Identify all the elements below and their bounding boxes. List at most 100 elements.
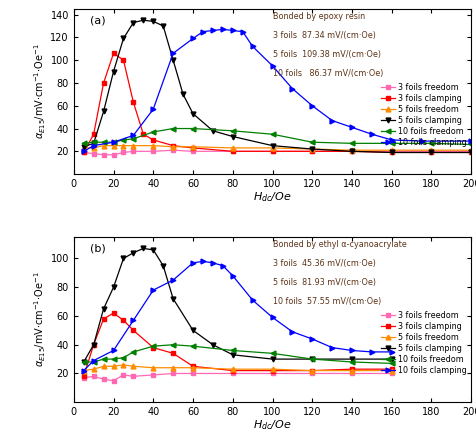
Line: 10 foils clamping: 10 foils clamping bbox=[81, 27, 474, 154]
3 foils clamping bbox=[120, 57, 126, 63]
5 foils clamping bbox=[81, 144, 87, 149]
3 foils clamping bbox=[110, 310, 117, 316]
10 foils clamping bbox=[389, 349, 395, 354]
3 foils freedom bbox=[190, 149, 196, 154]
3 foils freedom bbox=[81, 150, 87, 155]
10 foils clamping bbox=[190, 36, 196, 41]
5 foils freedom bbox=[170, 365, 176, 370]
3 foils clamping bbox=[81, 373, 87, 379]
3 foils clamping bbox=[91, 132, 97, 137]
3 foils freedom bbox=[349, 149, 355, 154]
5 foils freedom bbox=[101, 364, 107, 369]
Text: 3 foils  45.36 mV/(cm·Oe): 3 foils 45.36 mV/(cm·Oe) bbox=[272, 259, 376, 268]
10 foils clamping bbox=[230, 273, 236, 278]
3 foils freedom bbox=[468, 149, 474, 154]
10 foils freedom bbox=[190, 343, 196, 349]
Legend: 3 foils freedom, 3 foils clamping, 5 foils freedom, 5 foils clamping, 10 foils f: 3 foils freedom, 3 foils clamping, 5 foi… bbox=[381, 83, 467, 147]
3 foils clamping bbox=[120, 318, 126, 323]
Line: 10 foils freedom: 10 foils freedom bbox=[81, 126, 474, 147]
10 foils clamping bbox=[369, 132, 375, 137]
10 foils clamping bbox=[309, 103, 315, 108]
Line: 5 foils freedom: 5 foils freedom bbox=[81, 143, 474, 152]
10 foils freedom bbox=[91, 140, 97, 145]
5 foils clamping bbox=[91, 141, 97, 146]
3 foils clamping bbox=[230, 149, 236, 154]
Legend: 3 foils freedom, 3 foils clamping, 5 foils freedom, 5 foils clamping, 10 foils f: 3 foils freedom, 3 foils clamping, 5 foi… bbox=[381, 311, 467, 375]
10 foils clamping bbox=[309, 336, 315, 342]
Line: 3 foils freedom: 3 foils freedom bbox=[81, 371, 394, 383]
5 foils clamping bbox=[130, 20, 136, 25]
Text: 3 foils  87.34 mV/(cm·Oe): 3 foils 87.34 mV/(cm·Oe) bbox=[272, 31, 376, 40]
Line: 3 foils clamping: 3 foils clamping bbox=[81, 311, 394, 379]
3 foils freedom bbox=[110, 378, 117, 383]
3 foils freedom bbox=[101, 152, 107, 157]
3 foils clamping bbox=[428, 150, 434, 155]
3 foils clamping bbox=[130, 328, 136, 333]
10 foils freedom bbox=[389, 141, 395, 146]
10 foils clamping bbox=[210, 260, 216, 266]
5 foils freedom bbox=[468, 148, 474, 153]
5 foils freedom bbox=[101, 143, 107, 148]
10 foils clamping bbox=[150, 287, 156, 293]
10 foils freedom bbox=[349, 141, 355, 146]
Y-axis label: $\alpha_{E15}$/mV$\cdot$cm$^{-1}$$\cdot$Oe$^{-1}$: $\alpha_{E15}$/mV$\cdot$cm$^{-1}$$\cdot$… bbox=[32, 272, 48, 367]
10 foils clamping bbox=[190, 260, 196, 266]
10 foils freedom bbox=[130, 136, 136, 141]
3 foils clamping bbox=[190, 364, 196, 369]
5 foils clamping bbox=[150, 247, 156, 252]
5 foils clamping bbox=[140, 18, 146, 23]
5 foils clamping bbox=[269, 356, 275, 362]
5 foils freedom bbox=[81, 368, 87, 373]
5 foils clamping bbox=[170, 57, 176, 63]
3 foils freedom bbox=[91, 373, 97, 379]
Text: 5 foils  81.93 mV/(cm·Oe): 5 foils 81.93 mV/(cm·Oe) bbox=[272, 278, 376, 287]
5 foils clamping bbox=[309, 146, 315, 152]
3 foils clamping bbox=[230, 368, 236, 373]
3 foils clamping bbox=[150, 137, 156, 143]
3 foils clamping bbox=[170, 351, 176, 356]
5 foils clamping bbox=[349, 356, 355, 362]
10 foils freedom bbox=[150, 343, 156, 349]
10 foils clamping bbox=[110, 348, 117, 353]
10 foils clamping bbox=[250, 297, 256, 303]
10 foils clamping bbox=[269, 315, 275, 320]
5 foils freedom bbox=[230, 366, 236, 372]
5 foils freedom bbox=[349, 148, 355, 153]
3 foils freedom bbox=[389, 371, 395, 376]
10 foils clamping bbox=[269, 63, 275, 69]
3 foils freedom bbox=[190, 371, 196, 376]
10 foils clamping bbox=[91, 358, 97, 363]
3 foils freedom bbox=[91, 151, 97, 156]
10 foils freedom bbox=[349, 359, 355, 365]
5 foils freedom bbox=[389, 148, 395, 153]
3 foils clamping bbox=[170, 143, 176, 148]
3 foils clamping bbox=[468, 150, 474, 155]
Line: 3 foils freedom: 3 foils freedom bbox=[81, 148, 474, 157]
3 foils freedom bbox=[150, 149, 156, 154]
10 foils freedom bbox=[110, 356, 117, 362]
10 foils freedom bbox=[170, 342, 176, 347]
5 foils clamping bbox=[150, 19, 156, 24]
5 foils freedom bbox=[170, 144, 176, 149]
3 foils freedom bbox=[230, 149, 236, 154]
5 foils freedom bbox=[269, 366, 275, 372]
3 foils freedom bbox=[150, 372, 156, 377]
3 foils clamping bbox=[349, 149, 355, 154]
10 foils clamping bbox=[81, 149, 87, 154]
10 foils freedom bbox=[120, 355, 126, 360]
3 foils clamping bbox=[349, 366, 355, 372]
5 foils clamping bbox=[190, 328, 196, 333]
3 foils freedom bbox=[101, 377, 107, 382]
5 foils freedom bbox=[91, 145, 97, 151]
Y-axis label: $\alpha_{E15}$/mV$\cdot$cm$^{-1}$$\cdot$Oe$^{-1}$: $\alpha_{E15}$/mV$\cdot$cm$^{-1}$$\cdot$… bbox=[32, 44, 48, 139]
10 foils clamping bbox=[150, 107, 156, 112]
5 foils freedom bbox=[130, 364, 136, 369]
10 foils freedom bbox=[110, 140, 117, 145]
5 foils clamping bbox=[349, 149, 355, 154]
3 foils freedom bbox=[170, 148, 176, 153]
3 foils clamping bbox=[190, 145, 196, 151]
10 foils freedom bbox=[269, 132, 275, 137]
3 foils freedom bbox=[130, 373, 136, 379]
Line: 10 foils clamping: 10 foils clamping bbox=[81, 259, 394, 373]
3 foils clamping bbox=[309, 368, 315, 373]
